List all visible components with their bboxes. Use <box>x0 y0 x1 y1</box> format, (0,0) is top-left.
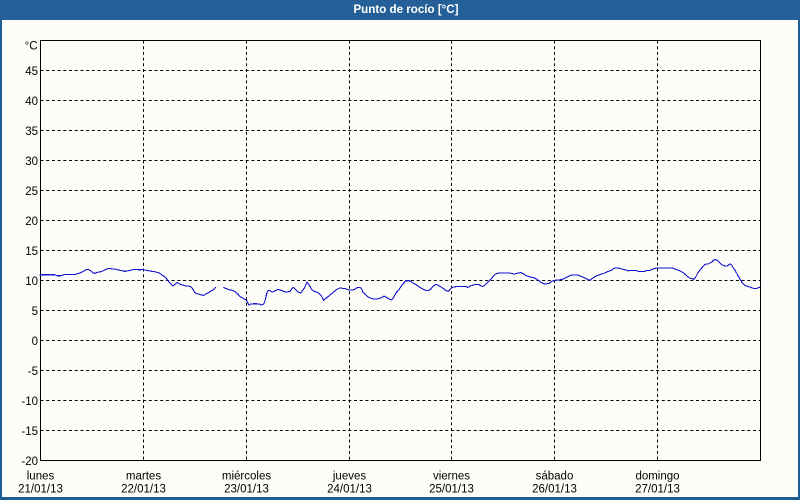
svg-text:20: 20 <box>25 216 38 228</box>
svg-text:23/01/13: 23/01/13 <box>224 484 269 496</box>
svg-text:-5: -5 <box>28 366 38 378</box>
svg-text:domingo: domingo <box>635 471 679 483</box>
svg-text:35: 35 <box>25 126 38 138</box>
svg-text:21/01/13: 21/01/13 <box>18 484 63 496</box>
svg-text:25/01/13: 25/01/13 <box>429 484 474 496</box>
svg-text:-20: -20 <box>21 456 38 468</box>
svg-text:0: 0 <box>32 336 38 348</box>
svg-text:25: 25 <box>25 186 38 198</box>
svg-text:°C: °C <box>25 41 38 53</box>
svg-text:viernes: viernes <box>433 471 470 483</box>
svg-text:22/01/13: 22/01/13 <box>121 484 166 496</box>
svg-text:5: 5 <box>32 306 38 318</box>
svg-text:-15: -15 <box>21 426 38 438</box>
svg-text:miércoles: miércoles <box>222 471 271 483</box>
svg-text:martes: martes <box>126 471 161 483</box>
svg-text:10: 10 <box>25 276 38 288</box>
svg-text:30: 30 <box>25 156 38 168</box>
svg-text:40: 40 <box>25 96 38 108</box>
svg-text:27/01/13: 27/01/13 <box>635 484 680 496</box>
svg-text:15: 15 <box>25 246 38 258</box>
svg-text:45: 45 <box>25 66 38 78</box>
svg-text:26/01/13: 26/01/13 <box>532 484 577 496</box>
svg-text:-10: -10 <box>21 396 38 408</box>
svg-text:24/01/13: 24/01/13 <box>327 484 372 496</box>
svg-text:sábado: sábado <box>536 471 574 483</box>
svg-text:jueves: jueves <box>332 471 366 483</box>
svg-text:lunes: lunes <box>27 471 55 483</box>
